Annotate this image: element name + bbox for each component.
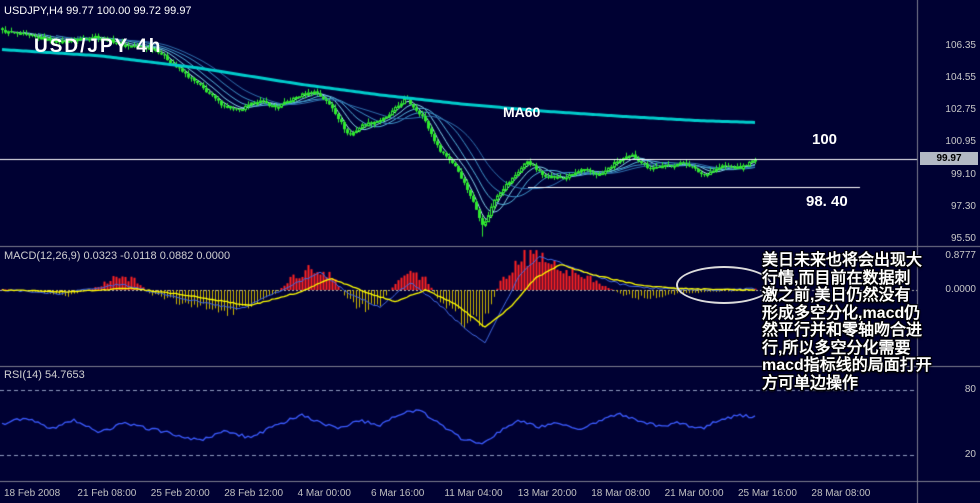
price-level-label-100: 100: [812, 131, 838, 148]
ma60-annotation-label: MA60: [503, 104, 541, 120]
symbol-ohlc-info: USDJPY,H4 99.77 100.00 99.72 99.97: [4, 5, 192, 17]
macd-highlight-ellipse: [676, 266, 772, 304]
rsi-indicator-label: RSI(14) 54.7653: [4, 369, 85, 381]
chart-title-watermark: USD/JPY 4h: [34, 36, 163, 57]
price-level-label-9840: 98. 40: [806, 193, 848, 210]
macd-indicator-label: MACD(12,26,9) 0.0323 -0.0118 0.0882 0.00…: [4, 250, 231, 262]
current-price-tag: 99.97: [920, 152, 978, 165]
analysis-annotation-text: 美日未来也将会出现大 行情,而目前在数据刺 激之前,美日仍然没有 形成多空分化,…: [762, 252, 932, 392]
